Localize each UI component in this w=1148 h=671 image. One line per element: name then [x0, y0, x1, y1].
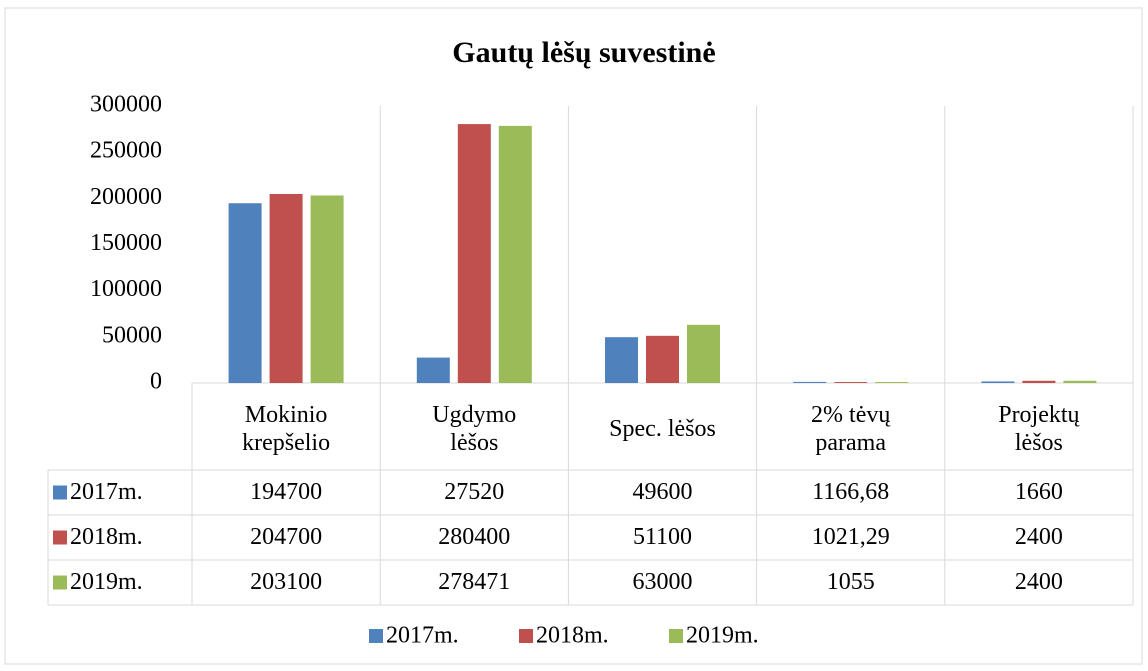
legend-swatch: [669, 629, 683, 643]
legend-label: 2017m.: [386, 623, 459, 649]
table-cell: 1166,68: [812, 479, 889, 505]
legend-label: 2019m.: [686, 623, 759, 649]
bar: [228, 203, 262, 383]
bar: [687, 324, 720, 383]
bar: [981, 381, 1015, 383]
legend-label: 2018m.: [536, 623, 609, 649]
bar: [457, 124, 491, 383]
x-tick-label: Projektų lėšos: [998, 401, 1080, 456]
y-tick-label: 0: [150, 369, 162, 395]
legend-swatch: [53, 530, 67, 545]
table-cell: 203100: [250, 569, 322, 595]
table-cell: 49600: [633, 479, 693, 505]
bar: [793, 381, 827, 383]
table-cell: 280400: [438, 524, 510, 550]
row-header: 2018m.: [70, 524, 143, 550]
bar: [416, 357, 450, 383]
table-cell: 204700: [250, 524, 322, 550]
bar: [310, 195, 344, 383]
legend-swatch: [53, 575, 67, 590]
y-tick-label: 150000: [90, 230, 162, 256]
table-cell: 2400: [1015, 569, 1063, 595]
table-cell: 51100: [633, 524, 692, 550]
table-cell: 1055: [827, 569, 875, 595]
x-tick-label: 2% tėvų parama: [811, 401, 891, 456]
row-header: 2017m.: [70, 479, 143, 505]
chart-title: Gautų lėšų suvestinė: [452, 36, 715, 69]
table-cell: 1021,29: [812, 524, 890, 550]
bar: [269, 193, 303, 383]
table-cell: 27520: [444, 479, 504, 505]
x-tick-label: Ugdymo lėšos: [432, 401, 517, 456]
legend-swatch: [369, 629, 383, 643]
x-tick-label: Mokinio krepšelio: [242, 401, 331, 456]
legend-swatch: [53, 485, 67, 500]
x-tick-label: Spec. lėšos: [609, 415, 716, 442]
bar: [1063, 380, 1097, 383]
y-tick-label: 50000: [102, 322, 162, 348]
legend-swatch: [519, 629, 533, 643]
y-tick-label: 300000: [90, 92, 162, 118]
bar: [498, 125, 532, 383]
table-cell: 63000: [633, 569, 693, 595]
table-cell: 2400: [1015, 524, 1063, 550]
table-cell: 278471: [438, 569, 510, 595]
row-header: 2019m.: [70, 569, 143, 595]
table-cell: 1660: [1015, 479, 1063, 505]
y-tick-label: 100000: [90, 276, 162, 302]
bar: [1022, 380, 1056, 383]
bar: [834, 382, 868, 383]
bar: [875, 382, 909, 383]
y-tick-label: 200000: [90, 184, 162, 210]
table-cell: 194700: [250, 479, 322, 505]
y-tick-label: 250000: [90, 138, 162, 164]
chart-border: [4, 7, 1143, 665]
bar: [646, 335, 679, 383]
bar: [605, 337, 638, 383]
